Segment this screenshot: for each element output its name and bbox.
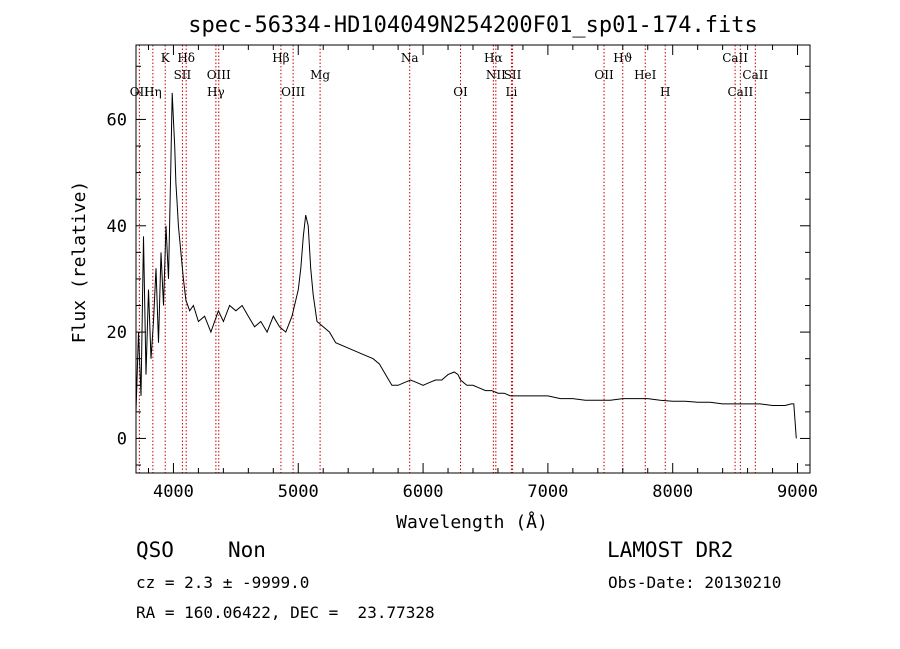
emission-line-label: H [660,85,670,99]
emission-line-label: Hδ [177,51,195,65]
object-class: QSO [136,538,174,562]
emission-line-label: SII [504,68,522,82]
emission-line-label: OI [453,85,468,99]
emission-line-label: Hϑ [613,51,632,65]
y-tick-label: 20 [107,323,127,343]
y-tick-label: 60 [107,110,127,130]
object-subclass: Non [228,538,266,562]
coordinates-text: RA = 160.06422, DEC = 23.77328 [136,603,435,622]
redshift-text: cz = 2.3 ± -9999.0 [136,573,310,592]
x-tick-label: 7000 [527,482,568,502]
emission-line-label: OII [130,85,150,99]
emission-line-label: OIII [281,85,305,99]
emission-line-label: HeI [634,68,657,82]
emission-line-label: K [161,51,171,65]
x-tick-label: 8000 [652,482,693,502]
x-tick-label: 5000 [278,482,319,502]
emission-line-label: OIII [207,68,231,82]
emission-line-label: CaII [722,51,748,65]
axes-frame [135,44,811,474]
x-tick-label: 9000 [777,482,818,502]
emission-line-label: Na [401,51,419,65]
y-tick-label: 40 [107,217,127,237]
survey-name: LAMOST DR2 [607,538,734,562]
emission-line-label: Mg [310,68,330,82]
chart-title: spec-56334-HD104049N254200F01_sp01-174.f… [188,13,758,38]
emission-line-label: Li [506,85,518,99]
emission-line-label: Hα [484,51,503,65]
emission-line-label: Hη [144,85,162,99]
emission-line-label: Hγ [207,85,225,99]
x-axis-label: Wavelength (Å) [396,511,548,533]
x-tick-label: 4000 [153,482,194,502]
y-axis-ticks: 0 20 40 60 [107,65,810,466]
plot-frame [135,44,811,474]
emission-line-label: SII [174,68,192,82]
obs-date-text: Obs-Date: 20130210 [608,573,782,592]
emission-line-label: Hβ [272,51,289,65]
spectrum-line [135,92,797,439]
x-axis-ticks: 4000 5000 6000 7000 8000 9000 [147,45,818,502]
emission-line-label: CaII [742,68,768,82]
y-axis-label: Flux (relative) [69,181,90,344]
emission-line-markers [138,45,756,473]
y-tick-label: 0 [117,429,127,449]
emission-line-label: CaII [727,85,753,99]
emission-line-label: NII [486,68,506,82]
x-tick-label: 6000 [403,482,444,502]
emission-line-label: OII [594,68,614,82]
